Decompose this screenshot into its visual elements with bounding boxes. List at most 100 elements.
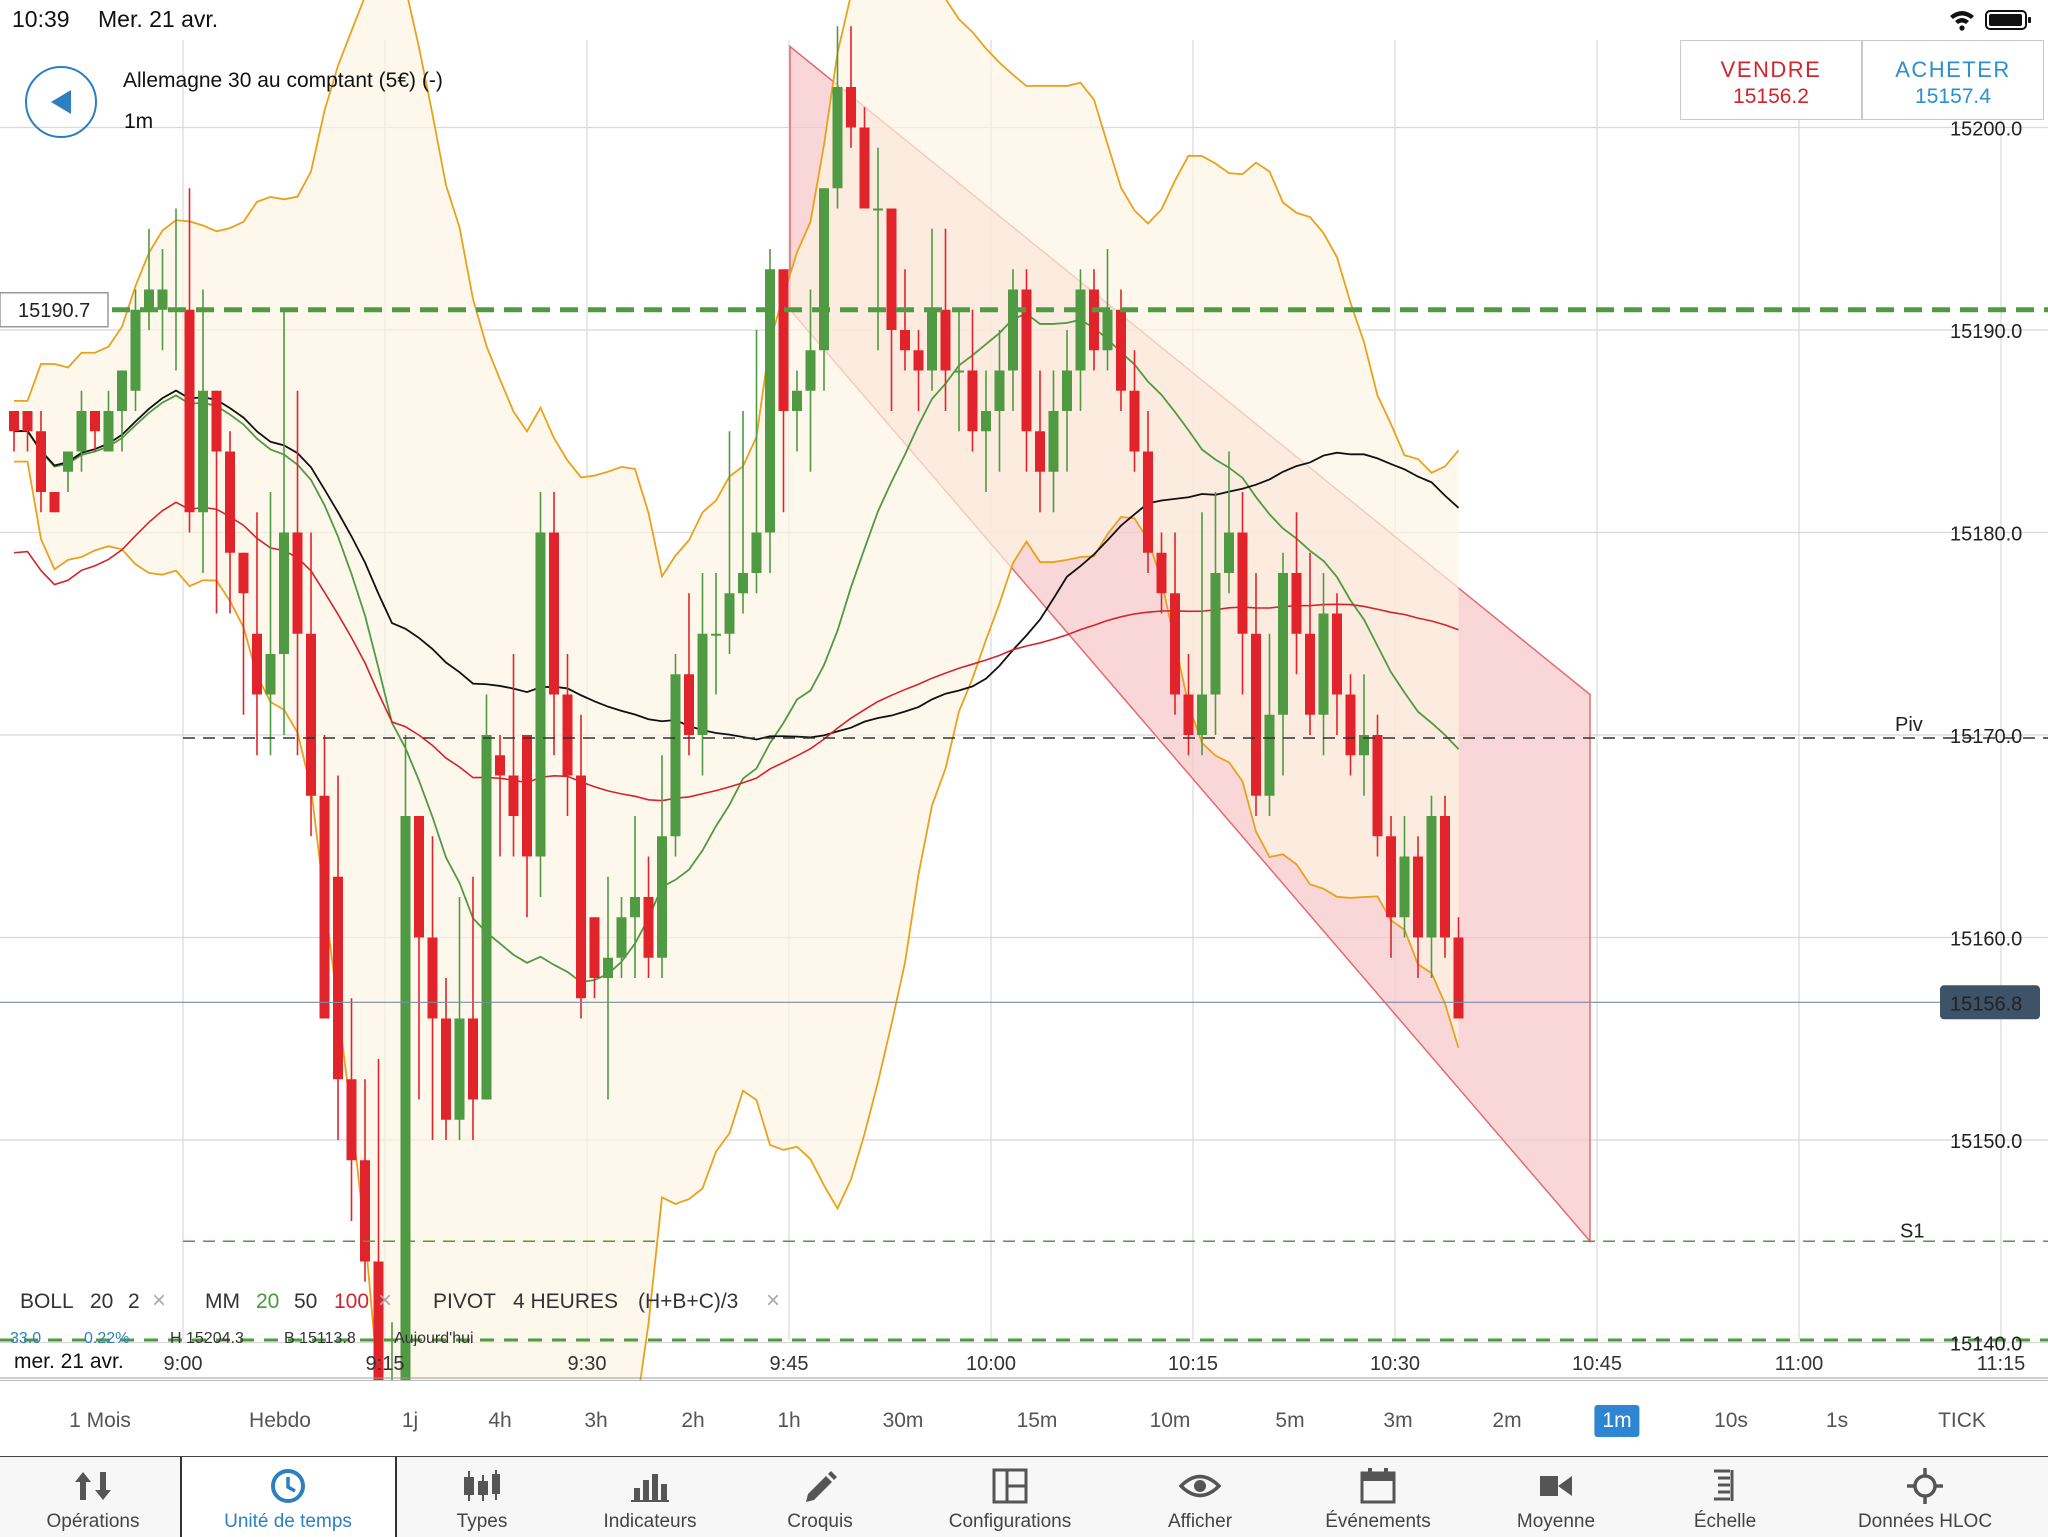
timeframe-2h[interactable]: 2h [681, 1409, 705, 1432]
session-stats: 33.0 0.22% H 15204.3 B 15113.8 Aujourd'h… [0, 1328, 520, 1346]
x-tick-label: 11:00 [1775, 1353, 1824, 1375]
candle-body [1129, 390, 1140, 452]
crosshair-icon [1840, 1467, 2010, 1505]
tab-eye[interactable]: Afficher [1115, 1457, 1285, 1537]
candle-body [859, 127, 870, 209]
timeframe-2m[interactable]: 2m [1492, 1409, 1522, 1432]
candle-body [36, 431, 46, 492]
candle-body [1035, 431, 1045, 472]
y-tick-label: 15200.0 [1950, 119, 2022, 141]
tab-label: Indicateurs [603, 1511, 697, 1532]
timeframe-15m[interactable]: 15m [1016, 1409, 1058, 1432]
x-tick-label: 11:15 [1977, 1353, 2026, 1375]
candle-body [1359, 735, 1369, 756]
candle-body [454, 1018, 465, 1120]
candle-body [1237, 532, 1248, 634]
candle-body [576, 775, 586, 999]
candle-body [1318, 613, 1329, 715]
x-tick-label: 10:15 [1168, 1353, 1218, 1375]
timeframe-10m[interactable]: 10m [1149, 1409, 1191, 1432]
x-tick-label: 9:15 [366, 1353, 405, 1375]
remove-mm-button[interactable]: × [378, 1287, 393, 1314]
candle-body [360, 1160, 370, 1262]
remove-pivot-button[interactable]: × [766, 1287, 781, 1314]
indicator-legend: BOLL 20 2 × MM 20 50 100 × PIVOT 4 HEURE… [0, 1282, 800, 1322]
tab-arrows-updown[interactable]: Opérations [8, 1457, 178, 1537]
tab-label: Échelle [1693, 1511, 1757, 1532]
candle-body [373, 1261, 384, 1380]
timeframe-4h[interactable]: 4h [488, 1409, 512, 1432]
candle-body [508, 775, 519, 816]
candle-body [630, 897, 640, 918]
timeframe-30m[interactable]: 30m [882, 1409, 924, 1432]
candle-body [1413, 856, 1423, 938]
candle-body [1143, 451, 1153, 553]
x-tick-label: 10:30 [1370, 1353, 1420, 1375]
candle-body [1278, 573, 1288, 715]
tab-candles[interactable]: Types [397, 1457, 567, 1537]
candle-body [1102, 309, 1113, 351]
x-tick-label: 9:30 [568, 1353, 607, 1375]
sell-label: VENDRE [1720, 57, 1822, 82]
back-arrow-icon [51, 90, 71, 114]
tab-camera[interactable]: Moyenne [1471, 1457, 1641, 1537]
candle-body [805, 350, 816, 391]
tab-label: Données HLOC [1857, 1511, 1993, 1532]
stats-change: 33.0 [10, 1330, 42, 1346]
candle-body [819, 188, 829, 351]
tab-separator [180, 1457, 182, 1537]
s1-label: S1 [1900, 1220, 1924, 1242]
tab-crosshair[interactable]: Données HLOC [1840, 1457, 2010, 1537]
timeframe-3h[interactable]: 3h [584, 1409, 608, 1432]
timeframe-10s[interactable]: 10s [1714, 1409, 1748, 1432]
timeframe-1m[interactable]: 1m [1594, 1405, 1640, 1437]
tab-calendar[interactable]: Événements [1293, 1457, 1463, 1537]
tab-clock[interactable]: Unité de temps [203, 1457, 373, 1537]
candle-body [306, 633, 316, 796]
tab-pencil[interactable]: Croquis [735, 1457, 905, 1537]
buy-button[interactable]: ACHETER 15157.4 [1862, 40, 2044, 120]
candle-body [1291, 573, 1302, 634]
timeframe-5m[interactable]: 5m [1275, 1409, 1305, 1432]
candles-icon [397, 1467, 567, 1505]
candle-body [279, 532, 289, 654]
candle-body [319, 795, 330, 1019]
y-tick-label: 15160.0 [1950, 929, 2022, 951]
candle-body [265, 654, 276, 695]
candle-body [468, 1018, 478, 1100]
candle-body [900, 330, 910, 351]
candle-body [198, 390, 208, 513]
timeframe-hebdo[interactable]: Hebdo [249, 1409, 311, 1432]
sell-button[interactable]: VENDRE 15156.2 [1680, 40, 1862, 120]
tab-label: Moyenne [1516, 1511, 1596, 1532]
remove-boll-button[interactable]: × [152, 1287, 167, 1314]
candle-body [1426, 816, 1437, 938]
candle-body [1372, 735, 1383, 837]
candle-body [616, 917, 627, 958]
timeframe-1j[interactable]: 1j [401, 1409, 419, 1432]
timeframe-1s[interactable]: 1s [1825, 1409, 1849, 1432]
sell-price: 15156.2 [1733, 85, 1809, 108]
candle-body [1008, 289, 1018, 371]
wifi-battery-icon [1950, 10, 2031, 31]
candle-body [724, 593, 735, 634]
back-button[interactable] [25, 66, 97, 138]
timeframe-3m[interactable]: 3m [1383, 1409, 1413, 1432]
candle-body [49, 492, 60, 513]
candle-body [913, 350, 924, 371]
price-chart[interactable]: 15140.0 15150.0 15160.0 15170.0 15180.0 15190… [0, 0, 2048, 1380]
timeframe-1h[interactable]: 1h [777, 1409, 801, 1432]
candle-body [1332, 613, 1342, 695]
layout-icon [925, 1467, 1095, 1505]
timeframe-1-mois[interactable]: 1 Mois [69, 1409, 131, 1432]
instrument-name: Allemagne 30 au comptant (5€) (-) [123, 69, 443, 92]
tab-scale[interactable]: Échelle [1640, 1457, 1810, 1537]
tab-label: Opérations [46, 1511, 140, 1532]
tab-layout[interactable]: Configurations [925, 1457, 1095, 1537]
marker-level-box [0, 292, 109, 328]
candle-body [927, 309, 937, 371]
marker-level-label: 15190.7 [18, 300, 90, 322]
tab-bars[interactable]: Indicateurs [565, 1457, 735, 1537]
candle-body [238, 552, 249, 594]
timeframe-tick[interactable]: TICK [1938, 1409, 1986, 1432]
